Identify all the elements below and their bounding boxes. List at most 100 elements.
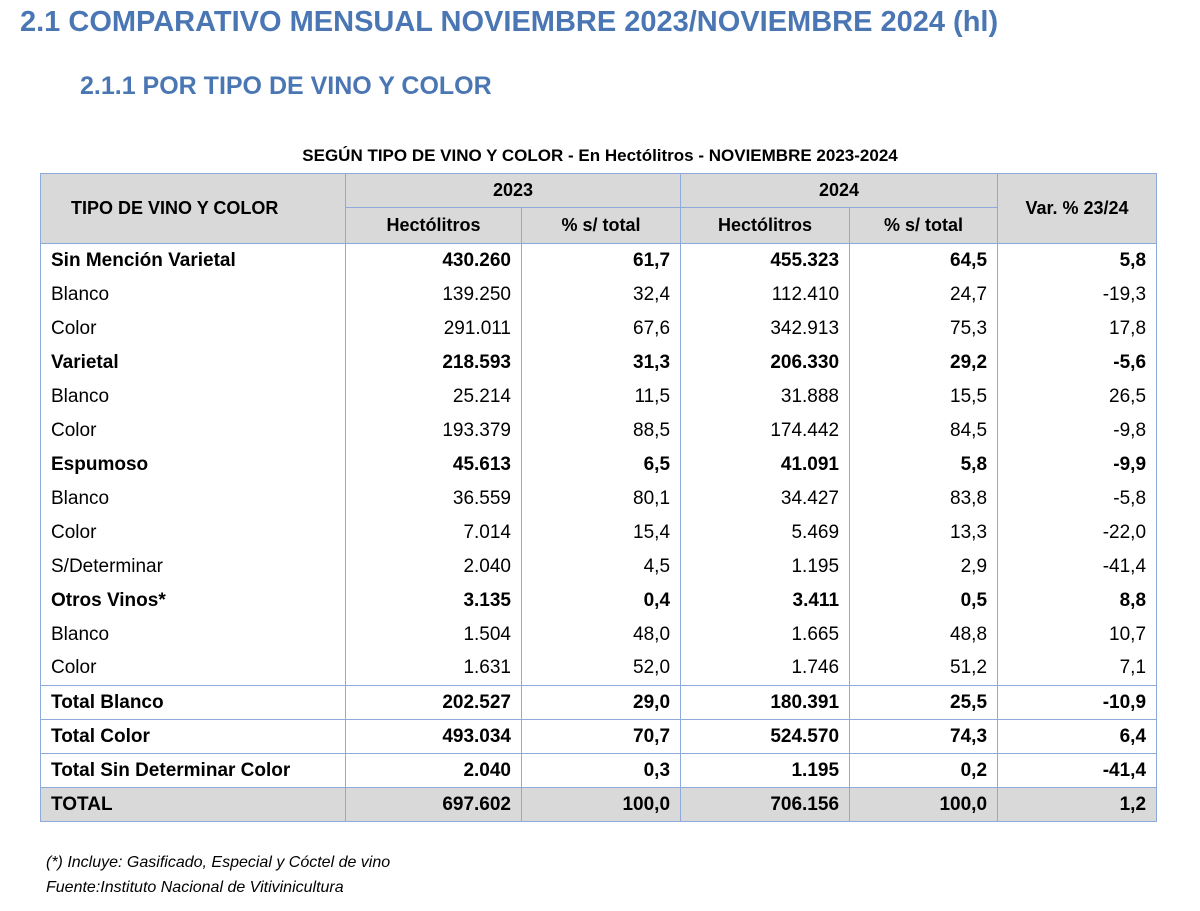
variation-cell: -9,8: [997, 413, 1158, 448]
header-pct-2024: % s/ total: [849, 207, 999, 244]
hl-2023-cell: 7.014: [345, 515, 522, 550]
hl-2023-cell: 1.504: [345, 617, 522, 652]
hl-2024-cell: 706.156: [680, 787, 851, 822]
hl-2024-cell: 41.091: [680, 447, 851, 482]
pct-2024-cell: 0,5: [849, 583, 999, 618]
row-label: Color: [40, 515, 346, 550]
row-label: Blanco: [40, 617, 346, 652]
pct-2023-cell: 48,0: [520, 617, 682, 652]
hl-2024-cell: 112.410: [680, 277, 851, 312]
variation-cell: 6,4: [997, 719, 1158, 754]
hl-2024-cell: 34.427: [680, 481, 851, 516]
hl-2023-cell: 291.011: [345, 311, 522, 346]
hl-2023-cell: 1.631: [345, 651, 522, 686]
pct-2024-cell: 29,2: [849, 345, 999, 380]
row-label: Blanco: [40, 277, 346, 312]
variation-cell: -10,9: [997, 685, 1158, 720]
table-row: Blanco 1.504 48,0 1.665 48,8 10,7: [40, 617, 1158, 652]
pct-2023-cell: 31,3: [520, 345, 682, 380]
table-row: Color 291.011 67,6 342.913 75,3 17,8: [40, 311, 1158, 346]
row-label: Espumoso: [40, 447, 346, 482]
pct-2024-cell: 83,8: [849, 481, 999, 516]
pct-2023-cell: 70,7: [520, 719, 682, 754]
pct-2024-cell: 24,7: [849, 277, 999, 312]
variation-cell: 26,5: [997, 379, 1158, 414]
pct-2024-cell: 13,3: [849, 515, 999, 550]
hl-2024-cell: 455.323: [680, 243, 851, 278]
hl-2024-cell: 5.469: [680, 515, 851, 550]
header-hl-2023: Hectólitros: [345, 207, 522, 244]
row-label: Total Color: [40, 719, 346, 754]
variation-cell: 5,8: [997, 243, 1158, 278]
row-label: Color: [40, 413, 346, 448]
hl-2024-cell: 1.746: [680, 651, 851, 686]
header-year-2024: 2024: [680, 173, 999, 208]
hl-2023-cell: 3.135: [345, 583, 522, 618]
table-row: Total Color 493.034 70,7 524.570 74,3 6,4: [40, 719, 1158, 754]
table-row: Total Sin Determinar Color 2.040 0,3 1.195 0…: [40, 753, 1158, 788]
pct-2023-cell: 15,4: [520, 515, 682, 550]
variation-cell: -41,4: [997, 753, 1158, 788]
hl-2024-cell: 31.888: [680, 379, 851, 414]
section-heading: 2.1 COMPARATIVO MENSUAL NOVIEMBRE 2023/N…: [20, 6, 999, 38]
pct-2024-cell: 64,5: [849, 243, 999, 278]
hl-2023-cell: 202.527: [345, 685, 522, 720]
variation-cell: -9,9: [997, 447, 1158, 482]
table-row: S/Determinar 2.040 4,5 1.195 2,9 -41,4: [40, 549, 1158, 584]
variation-cell: -22,0: [997, 515, 1158, 550]
header-hl-2024: Hectólitros: [680, 207, 851, 244]
header-type: TIPO DE VINO Y COLOR: [40, 173, 346, 244]
row-label: Color: [40, 311, 346, 346]
variation-cell: 8,8: [997, 583, 1158, 618]
hl-2023-cell: 697.602: [345, 787, 522, 822]
pct-2024-cell: 74,3: [849, 719, 999, 754]
wine-volume-table: TIPO DE VINO Y COLOR 2023 2024 Var. % 23…: [40, 173, 1158, 822]
variation-cell: 1,2: [997, 787, 1158, 822]
hl-2024-cell: 1.195: [680, 753, 851, 788]
source-note: Fuente:Instituto Nacional de Vitivinicul…: [46, 879, 344, 896]
pct-2024-cell: 5,8: [849, 447, 999, 482]
hl-2023-cell: 25.214: [345, 379, 522, 414]
table-row: Color 7.014 15,4 5.469 13,3 -22,0: [40, 515, 1158, 550]
pct-2024-cell: 51,2: [849, 651, 999, 686]
pct-2023-cell: 61,7: [520, 243, 682, 278]
row-label: Color: [40, 651, 346, 686]
pct-2024-cell: 100,0: [849, 787, 999, 822]
pct-2023-cell: 0,4: [520, 583, 682, 618]
pct-2023-cell: 29,0: [520, 685, 682, 720]
subsection-heading: 2.1.1 POR TIPO DE VINO Y COLOR: [80, 72, 492, 100]
variation-cell: 17,8: [997, 311, 1158, 346]
hl-2023-cell: 45.613: [345, 447, 522, 482]
table-row: Otros Vinos* 3.135 0,4 3.411 0,5 8,8: [40, 583, 1158, 618]
hl-2024-cell: 524.570: [680, 719, 851, 754]
pct-2023-cell: 67,6: [520, 311, 682, 346]
pct-2023-cell: 32,4: [520, 277, 682, 312]
hl-2023-cell: 2.040: [345, 549, 522, 584]
pct-2023-cell: 80,1: [520, 481, 682, 516]
table-row: Blanco 25.214 11,5 31.888 15,5 26,5: [40, 379, 1158, 414]
table-row: Total Blanco 202.527 29,0 180.391 25,5 -10,9: [40, 685, 1158, 720]
hl-2023-cell: 218.593: [345, 345, 522, 380]
hl-2024-cell: 1.665: [680, 617, 851, 652]
row-label: Blanco: [40, 481, 346, 516]
pct-2023-cell: 4,5: [520, 549, 682, 584]
header-pct-2023: % s/ total: [520, 207, 682, 244]
table-row: Blanco 36.559 80,1 34.427 83,8 -5,8: [40, 481, 1158, 516]
row-label: Total Blanco: [40, 685, 346, 720]
hl-2023-cell: 430.260: [345, 243, 522, 278]
row-label: Sin Mención Varietal: [40, 243, 346, 278]
hl-2023-cell: 2.040: [345, 753, 522, 788]
pct-2024-cell: 2,9: [849, 549, 999, 584]
pct-2023-cell: 6,5: [520, 447, 682, 482]
row-label: Total Sin Determinar Color: [40, 753, 346, 788]
table-row: Color 1.631 52,0 1.746 51,2 7,1: [40, 651, 1158, 686]
hl-2023-cell: 193.379: [345, 413, 522, 448]
hl-2023-cell: 493.034: [345, 719, 522, 754]
row-label: Varietal: [40, 345, 346, 380]
variation-cell: -19,3: [997, 277, 1158, 312]
hl-2023-cell: 139.250: [345, 277, 522, 312]
table-caption: SEGÚN TIPO DE VINO Y COLOR - En Hectólit…: [302, 146, 898, 165]
header-variation: Var. % 23/24: [997, 173, 1158, 244]
table-row: Varietal 218.593 31,3 206.330 29,2 -5,6: [40, 345, 1158, 380]
pct-2024-cell: 75,3: [849, 311, 999, 346]
